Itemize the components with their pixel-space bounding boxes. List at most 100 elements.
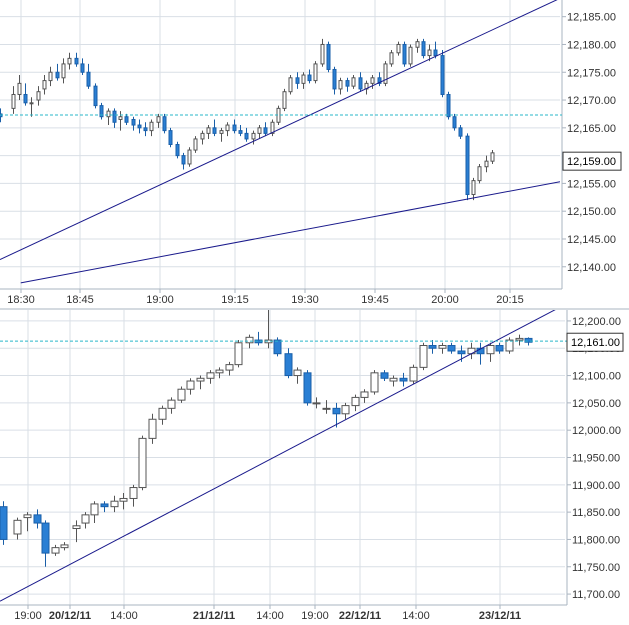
candle-up <box>370 370 379 395</box>
candle-down <box>131 116 136 131</box>
candle-body <box>320 43 325 65</box>
candle-down <box>41 520 50 567</box>
candle-up <box>427 44 432 62</box>
candle-down <box>458 125 463 139</box>
candle-body <box>200 132 205 140</box>
candle-up <box>438 342 447 354</box>
candle-body <box>360 391 369 398</box>
candle-up <box>118 111 123 131</box>
x-tick-label: 18:30 <box>7 294 35 306</box>
intraday-chart-panel: 12,140.00 12,145.00 12,150.00 12,155.00 12,1… <box>0 0 622 306</box>
x-tick-label: 20:00 <box>431 294 459 306</box>
candle-up <box>196 375 205 390</box>
trendline-2[interactable] <box>20 181 560 284</box>
candle-down <box>421 38 426 59</box>
candle-body <box>313 63 318 82</box>
candle-up <box>149 119 154 137</box>
candle-body <box>93 85 98 107</box>
candle-down <box>284 348 293 379</box>
candle-body <box>370 77 375 84</box>
y-tick-label: 12,185.00 <box>567 12 616 24</box>
candle-body <box>55 71 60 79</box>
y-tick-label: 12,165.00 <box>567 123 616 135</box>
candle-body <box>447 345 456 352</box>
candle-body <box>118 116 123 120</box>
candle-down <box>124 113 129 126</box>
candle-up <box>72 520 81 543</box>
candle-body <box>72 525 81 530</box>
candle-down <box>399 372 408 387</box>
candle-body <box>377 77 382 84</box>
last-price-box <box>566 332 624 352</box>
candle-down <box>332 66 337 95</box>
candle-down <box>447 342 456 354</box>
plot-area <box>0 305 565 602</box>
candle-down <box>93 83 98 109</box>
candle-up <box>471 177 476 201</box>
candle-body <box>471 180 476 196</box>
candle-up <box>219 127 224 142</box>
candle-down <box>86 63 91 89</box>
y-tick-label: 12,180.00 <box>567 39 616 51</box>
candle-body <box>358 77 363 90</box>
last-price-text: 12,159.00 <box>567 156 616 168</box>
x-tick-label: 18:45 <box>66 294 94 306</box>
candle-body <box>273 339 282 355</box>
candle-body <box>477 166 482 182</box>
candle-body <box>86 71 91 87</box>
candle-body <box>524 337 533 343</box>
candle-down <box>232 119 237 134</box>
candle-body <box>389 377 398 382</box>
candle-up <box>90 501 99 524</box>
x-tick-label: 20/12/11 <box>49 610 91 620</box>
candle-up <box>193 136 198 153</box>
y-tick-label: 12,140.00 <box>567 262 616 274</box>
candle-body <box>484 160 489 168</box>
candle-up <box>106 108 111 126</box>
x-tick-label: 20:15 <box>496 294 524 306</box>
x-tick-label: 19:00 <box>146 294 174 306</box>
candle-body <box>452 116 457 129</box>
candle-body <box>270 121 275 134</box>
candle-body <box>402 43 407 65</box>
candle-body <box>303 372 312 404</box>
grid <box>0 0 560 289</box>
last-price-label: 12,161.00 <box>566 332 624 352</box>
candle-body <box>257 127 262 134</box>
candle-down <box>446 91 451 120</box>
candle-down <box>452 113 457 131</box>
candle-body <box>81 514 90 524</box>
candle-body <box>440 55 445 95</box>
candle-body <box>36 91 41 101</box>
candle-body <box>408 46 413 65</box>
candle-down <box>0 501 8 545</box>
candle-body <box>245 336 254 344</box>
candle-body <box>193 138 198 151</box>
candle-body <box>515 337 524 341</box>
candle-body <box>162 116 167 132</box>
candle-body <box>148 418 157 439</box>
candle-body <box>106 110 111 118</box>
candle-up <box>341 402 350 420</box>
x-tick-label: 19:15 <box>221 294 249 306</box>
candle-body <box>396 43 401 54</box>
candle-body <box>137 124 142 129</box>
candle-up <box>270 119 275 137</box>
y-tick-label: 11,900.00 <box>572 480 620 492</box>
candle-down <box>168 127 173 148</box>
candle-body <box>143 127 148 132</box>
candle-body <box>301 74 306 84</box>
candle-body <box>433 49 438 57</box>
last-price-box <box>562 151 622 171</box>
candle-body <box>158 407 167 420</box>
candle-body <box>110 500 119 508</box>
trendline-1[interactable] <box>0 305 565 602</box>
trendline-1[interactable] <box>0 0 560 260</box>
candle-up <box>408 44 413 67</box>
candle-body <box>495 345 504 352</box>
candle-down <box>303 370 312 406</box>
candle-up <box>42 75 47 95</box>
candle-body <box>13 519 22 535</box>
candle-up <box>167 397 176 414</box>
y-tick-label: 12,000.00 <box>572 425 621 437</box>
